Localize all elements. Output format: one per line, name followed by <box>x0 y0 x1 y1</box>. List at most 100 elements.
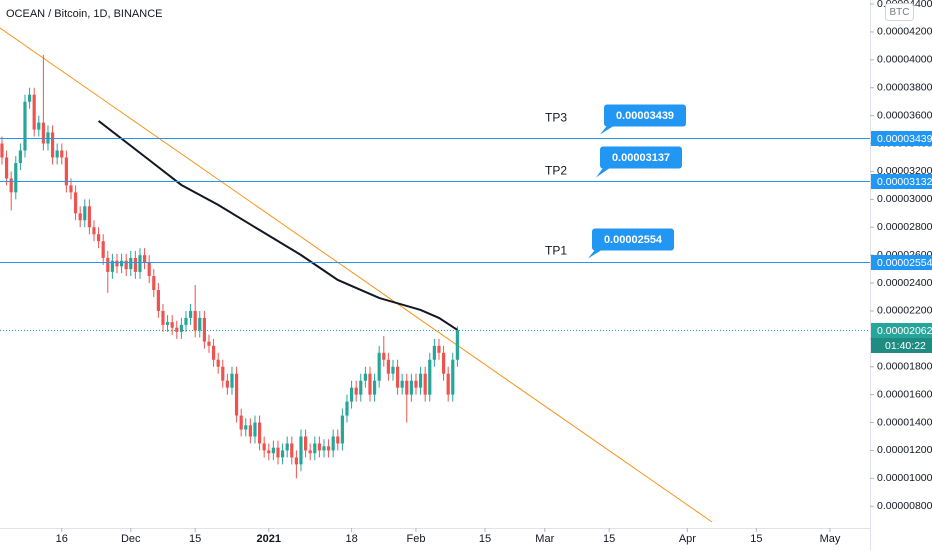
candle-body <box>349 387 354 402</box>
candle-body <box>326 446 331 451</box>
callout-box <box>604 104 686 127</box>
candle-body <box>345 401 349 416</box>
candle-body <box>193 310 197 331</box>
countdown-tag <box>871 338 932 353</box>
candle-body <box>391 366 395 374</box>
candle-body <box>244 425 248 430</box>
candle-body <box>308 450 312 454</box>
callout-box <box>600 146 682 169</box>
level-tag-label: 0.00003439 <box>877 133 932 145</box>
candle-body <box>414 380 418 388</box>
callout-label: 0.00003439 <box>616 110 674 122</box>
candle-body <box>69 185 73 193</box>
callout-box <box>592 228 674 251</box>
candle-body <box>138 255 142 272</box>
candle-body <box>119 260 124 267</box>
candle-body <box>372 380 377 395</box>
y-tick-label: 0.00002800 <box>877 221 932 233</box>
candle-body <box>336 436 340 444</box>
level-tag-label: 0.00002554 <box>877 257 932 269</box>
candle-body <box>46 132 50 144</box>
trend-line <box>0 27 713 523</box>
candle-body <box>106 257 110 272</box>
candle-body <box>359 380 363 395</box>
candle-body <box>101 241 105 258</box>
candle-body <box>257 422 262 444</box>
candle-body <box>267 450 271 454</box>
candle-body <box>207 341 211 346</box>
x-tick-label: Apr <box>679 533 696 545</box>
candle-body <box>377 352 381 381</box>
candle-body <box>179 324 183 332</box>
candle-body <box>64 157 68 186</box>
candle-body <box>41 122 45 144</box>
candle-body <box>188 310 193 318</box>
candle-body <box>285 443 289 451</box>
candle-body <box>225 380 229 388</box>
candle-body <box>395 366 400 388</box>
candle-body <box>239 415 243 430</box>
candle-body <box>133 257 137 272</box>
candle-body <box>9 178 13 193</box>
candle-body <box>73 192 78 214</box>
y-tick-label: 0.00001400 <box>877 416 932 428</box>
callout-pointer <box>596 166 612 178</box>
candle-body <box>234 373 239 416</box>
callout-label: 0.00002554 <box>604 234 663 246</box>
candle-body <box>96 234 101 242</box>
candle-body <box>110 260 114 272</box>
candle-body <box>27 94 32 102</box>
currency-badge[interactable] <box>885 3 914 21</box>
candle-body <box>322 446 326 451</box>
candle-body <box>142 255 147 263</box>
y-tick-label: 0.00003600 <box>877 109 932 121</box>
candle-body <box>165 322 170 325</box>
candle-body <box>216 359 220 367</box>
candle-body <box>60 150 64 158</box>
y-tick-label: 0.00001800 <box>877 361 932 373</box>
candle-body <box>382 352 386 360</box>
candle-body <box>432 345 436 360</box>
last-price-label: 0.00002062 <box>877 325 932 337</box>
plot: TP3 0.00003439 TP2 0.00003137 TP1 0.00002554 <box>0 54 870 479</box>
y-tick-label: 0.00003800 <box>877 82 932 94</box>
x-tick-label: 2021 <box>257 533 281 545</box>
candle-body <box>441 352 446 374</box>
candle-body <box>271 447 275 454</box>
candle-body <box>455 330 459 360</box>
candle-body <box>32 94 36 130</box>
candle-body <box>280 450 285 458</box>
x-tick-label: 15 <box>479 533 491 545</box>
candle-body <box>129 257 133 270</box>
candle-body <box>428 359 432 395</box>
moving-average <box>97 120 458 331</box>
candle-body <box>115 260 119 267</box>
x-tick-label: May <box>820 533 841 545</box>
x-tick-label: Dec <box>121 533 141 545</box>
level-name: TP2 <box>545 164 567 178</box>
candle-body <box>230 373 234 388</box>
y-tick-label: 0.00001600 <box>877 388 932 400</box>
candle-body <box>147 262 151 277</box>
candle-body <box>340 415 344 444</box>
candle-body <box>294 457 298 465</box>
candle-body <box>418 373 423 388</box>
candle-body <box>198 317 202 331</box>
x-tick-label: 15 <box>189 533 201 545</box>
level-tag-label: 0.00003132 <box>877 176 932 188</box>
y-tick-label: 0.00000800 <box>877 500 932 512</box>
candle-body <box>14 163 18 193</box>
candle-body <box>423 373 427 395</box>
candle-body <box>409 380 413 395</box>
candle-body <box>248 425 252 437</box>
x-tick-label: Feb <box>406 533 425 545</box>
candle-body <box>451 359 455 395</box>
y-tick-label: 0.00002400 <box>877 277 932 289</box>
countdown-label: 01:40:22 <box>885 340 926 352</box>
level-tag <box>871 174 932 189</box>
candle-body <box>368 373 372 395</box>
y-tick-label: 0.00003000 <box>877 193 932 205</box>
candle-body <box>331 436 335 451</box>
level-tag <box>871 131 932 146</box>
